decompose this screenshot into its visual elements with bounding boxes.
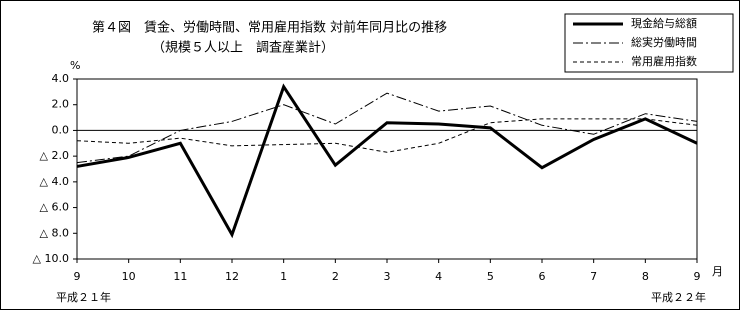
x-tick-label: 3 (384, 270, 391, 283)
x-tick-label: 2 (332, 270, 339, 283)
x-tick-label: 4 (435, 270, 442, 283)
y-tick-label: △ 4.0 (40, 175, 69, 188)
x-tick-label: 1 (280, 270, 287, 283)
x-tick-label: 12 (225, 270, 239, 283)
y-axis-label: % (70, 59, 80, 72)
y-tick-label: 0.0 (52, 123, 70, 136)
x-tick-label: 9 (694, 270, 701, 283)
chart-subtitle: （規模５人以上 調査産業計） (152, 40, 334, 56)
series-line (76, 118, 698, 153)
legend-label: 現金給与総額 (631, 16, 697, 30)
legend-label: 総実労働時間 (631, 35, 697, 49)
x-axis-label: 月 (712, 265, 723, 278)
series-line (76, 83, 698, 239)
series-line (76, 92, 698, 164)
annotation: 平成２１年 (56, 290, 111, 304)
annotation: 平成２２年 (651, 290, 706, 304)
y-tick-label: △ 2.0 (40, 149, 69, 162)
x-tick-label: 5 (487, 270, 494, 283)
x-tick-label: 7 (590, 270, 597, 283)
x-tick-label: 6 (539, 270, 546, 283)
x-tick-label: 11 (173, 270, 187, 283)
x-tick-label: 9 (74, 270, 81, 283)
x-tick-label: 8 (642, 270, 649, 283)
y-tick-label: △ 8.0 (40, 226, 69, 239)
y-tick-label: △ 10.0 (33, 252, 69, 265)
y-tick-label: 4.0 (52, 72, 70, 85)
legend-label: 常用雇用指数 (631, 54, 697, 68)
y-tick-label: △ 6.0 (40, 201, 69, 214)
y-tick-label: 2.0 (52, 98, 70, 111)
x-tick-label: 10 (122, 270, 136, 283)
chart-title: 第４図 賃金、労働時間、常用雇用指数 対前年同月比の推移 (92, 20, 447, 36)
